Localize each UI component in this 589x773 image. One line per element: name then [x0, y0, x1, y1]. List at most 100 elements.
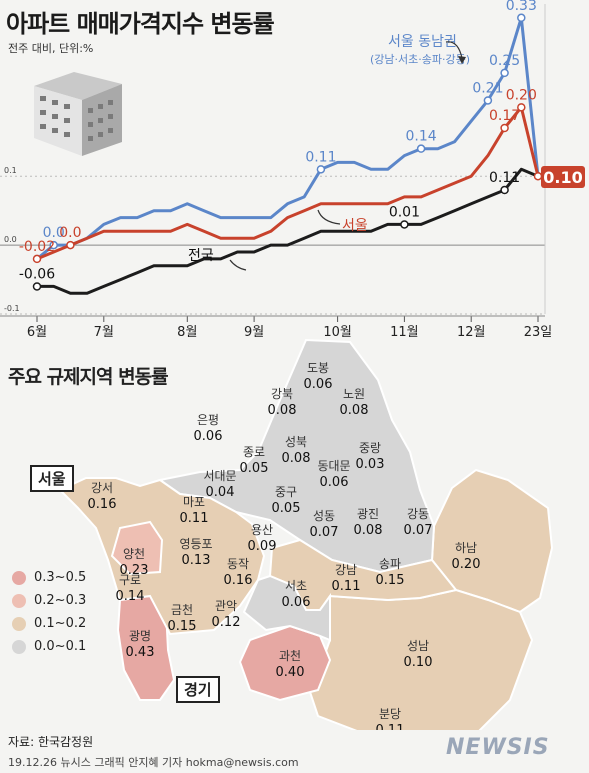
district-name: 강북 [271, 387, 293, 401]
legend-swatch-2 [12, 594, 26, 608]
district-name: 동작 [227, 557, 249, 571]
data-label: 0.14 [406, 129, 437, 145]
district-name: 하남 [455, 541, 477, 555]
district-region-6 [110, 520, 164, 576]
data-label: 0.0 [43, 225, 65, 241]
district-name: 성남 [407, 639, 429, 653]
legend-swatch-4 [12, 640, 26, 654]
district-name: 광명 [129, 629, 151, 643]
district-region-3 [238, 624, 332, 702]
district-name: 종로 [243, 445, 265, 459]
district-value: 0.05 [272, 501, 301, 516]
credit-text: 19.12.26 뉴시스 그래픽 안지혜 기자 hokma@newsis.com [8, 756, 299, 769]
x-tick-label: 6월 [27, 325, 47, 340]
data-point [500, 68, 509, 78]
data-point [49, 240, 58, 250]
data-point [32, 254, 42, 264]
district-value: 0.05 [240, 461, 269, 476]
district-value: 0.09 [248, 539, 277, 554]
series-line-0 [36, 16, 540, 261]
district-value: 0.40 [276, 665, 305, 680]
arrow-dongnam [445, 41, 463, 59]
district-value: 0.11 [332, 579, 361, 594]
district-value: 0.16 [88, 497, 117, 512]
district-value: 0.15 [168, 619, 197, 634]
district-value: 0.03 [356, 457, 385, 472]
series-label-dongnam: 서울 동남권 [388, 34, 457, 50]
last-value-text: 0.10 [543, 168, 582, 187]
district-name: 노원 [343, 387, 365, 401]
legend-swatch-1 [12, 571, 26, 585]
data-label: 0.11 [489, 170, 520, 186]
data-label: 0.21 [472, 80, 503, 96]
source-text: 자료: 한국감정원 [8, 735, 94, 749]
series-line-2 [37, 167, 539, 295]
map-title: 주요 규제지역 변동률 [8, 366, 169, 388]
district-name: 성동 [313, 509, 335, 523]
data-label: 0.17 [489, 108, 520, 124]
x-tick-label: 11월 [390, 325, 419, 340]
gyeonggi-tag: 경기 [176, 676, 220, 703]
data-point [416, 144, 426, 153]
district-value: 0.11 [376, 723, 405, 730]
district-name: 마포 [183, 495, 205, 509]
district-name: 은평 [197, 413, 219, 427]
data-label: -0.02 [19, 239, 55, 255]
district-name: 관악 [215, 599, 237, 613]
district-value: 0.10 [404, 655, 433, 670]
district-value: 0.08 [268, 403, 297, 418]
data-label: 0.11 [305, 149, 336, 165]
data-point [400, 220, 409, 229]
district-region-8 [242, 574, 331, 642]
legend-label-1: 0.3~0.5 [34, 570, 87, 585]
last-value-badge [541, 166, 585, 188]
district-value: 0.16 [224, 573, 253, 588]
y-tick-label: -0.1 [4, 304, 20, 313]
data-label: -0.06 [19, 266, 55, 282]
arrow-national [229, 259, 247, 271]
district-value: 0.06 [320, 475, 349, 490]
data-point [500, 185, 509, 195]
data-point [66, 240, 75, 250]
legend-swatch-3 [12, 617, 26, 631]
district-value: 0.20 [452, 557, 481, 572]
district-value: 0.11 [180, 511, 209, 526]
x-tick-label: 12월 [457, 325, 486, 340]
district-name: 강남 [335, 563, 357, 577]
district-value: 0.08 [282, 451, 311, 466]
district-value: 0.07 [310, 525, 339, 540]
data-point [517, 13, 526, 23]
data-label: 0.33 [506, 0, 537, 14]
series-label-seoul: 서울 [342, 218, 368, 234]
data-label: 0.01 [389, 204, 420, 220]
district-name: 강동 [407, 507, 429, 521]
y-tick-label: 0.0 [4, 235, 17, 244]
district-value: 0.23 [120, 563, 149, 578]
district-name: 광진 [357, 507, 379, 521]
district-name: 분당 [379, 707, 401, 721]
series-line-1 [36, 105, 540, 261]
district-value: 0.08 [354, 523, 383, 538]
district-name: 양천 [123, 546, 145, 561]
apartment-illustration [34, 72, 122, 156]
district-value: 0.14 [116, 589, 145, 604]
series-label-national: 전국 [188, 248, 214, 264]
legend-label-2: 0.2~0.3 [34, 593, 87, 608]
legend-label-3: 0.1~0.2 [34, 616, 87, 631]
district-name: 중랑 [359, 441, 381, 455]
x-tick-label: 8월 [177, 325, 197, 340]
district-value: 0.06 [194, 429, 223, 444]
data-point [517, 103, 526, 112]
district-name: 영등포 [179, 537, 212, 551]
district-name: 서대문 [203, 469, 236, 483]
district-name: 서초 [285, 579, 307, 593]
data-label: 0.25 [489, 53, 520, 69]
data-label: 0.0 [59, 225, 81, 241]
data-point [500, 123, 509, 133]
district-name: 동대문 [317, 459, 350, 473]
district-value: 0.13 [182, 553, 211, 568]
data-label: 0.20 [506, 87, 537, 103]
data-point [316, 165, 326, 174]
page-subtitle: 전주 대비, 단위:% [8, 42, 94, 55]
x-tick-label: 23일 [524, 325, 553, 340]
